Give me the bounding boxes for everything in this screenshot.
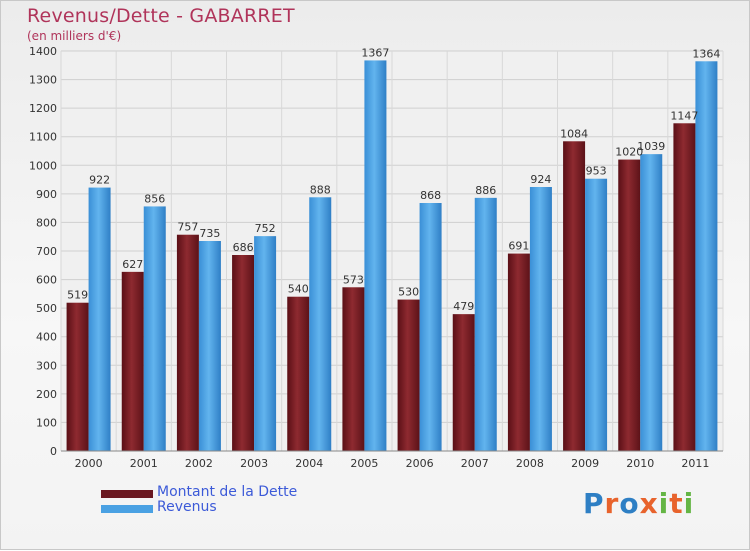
legend-label-debt: Montant de la Dette	[157, 484, 298, 500]
debt-value-label: 691	[508, 240, 529, 253]
debt-value-label: 757	[177, 221, 198, 234]
x-tick-label: 2002	[185, 457, 213, 470]
x-tick-label: 2001	[130, 457, 158, 470]
debt-bar	[673, 123, 696, 452]
revenus-bar	[640, 154, 663, 451]
debt-bar	[121, 271, 144, 451]
debt-value-label: 479	[453, 300, 474, 313]
y-tick-label: 400	[36, 331, 57, 344]
debt-value-label: 519	[67, 289, 88, 302]
y-tick-label: 900	[36, 188, 57, 201]
y-tick-label: 0	[50, 445, 57, 458]
revenus-bar	[198, 241, 221, 451]
revenus-value-label: 868	[420, 189, 441, 202]
x-tick-label: 2007	[461, 457, 489, 470]
revenus-bar	[309, 197, 332, 451]
logo-letter: x	[639, 487, 659, 520]
revenus-value-label: 1367	[361, 46, 389, 59]
grid	[60, 50, 724, 452]
y-tick-label: 800	[36, 216, 57, 229]
y-tick-label: 700	[36, 245, 57, 258]
bars	[66, 60, 718, 452]
x-tick-label: 2011	[681, 457, 709, 470]
revenus-value-label: 922	[89, 174, 110, 187]
debt-bar	[397, 299, 420, 451]
revenus-value-label: 953	[586, 165, 607, 178]
debt-value-label: 573	[343, 273, 364, 286]
revenus-value-label: 752	[255, 222, 276, 235]
y-tick-label: 100	[36, 416, 57, 429]
debt-value-label: 1084	[560, 127, 588, 140]
debt-bar	[66, 302, 89, 451]
debt-value-label: 686	[233, 241, 254, 254]
y-tick-label: 1300	[29, 74, 57, 87]
y-tick-label: 600	[36, 274, 57, 287]
legend-swatch-revenus	[101, 505, 153, 513]
debt-value-label: 1020	[615, 146, 643, 159]
debt-bar	[176, 234, 199, 451]
revenus-bar	[419, 203, 442, 451]
logo-letter: i	[658, 487, 670, 520]
logo-letter: P	[583, 487, 605, 520]
x-tick-label: 2000	[75, 457, 103, 470]
y-tick-label: 1000	[29, 159, 57, 172]
debt-bar	[618, 159, 641, 452]
chart-title: Revenus/Dette - GABARRET	[27, 5, 295, 27]
x-tick-label: 2006	[406, 457, 434, 470]
y-tick-label: 1400	[29, 45, 57, 58]
revenus-value-label: 924	[530, 173, 551, 186]
debt-bar	[507, 253, 530, 451]
debt-bar	[452, 314, 475, 451]
revenus-bar	[695, 61, 718, 452]
debt-bar	[563, 141, 586, 452]
legend-swatch-debt	[101, 490, 153, 498]
debt-bar	[287, 296, 310, 451]
legend-label-revenus: Revenus	[157, 499, 217, 515]
debt-value-label: 540	[288, 283, 309, 296]
y-tick-label: 1100	[29, 131, 57, 144]
logo-letter: i	[683, 487, 695, 520]
debt-value-label: 530	[398, 286, 419, 299]
x-tick-label: 2008	[516, 457, 544, 470]
revenus-value-label: 856	[144, 192, 165, 205]
revenus-bar	[143, 206, 166, 451]
x-tick-label: 2005	[350, 457, 378, 470]
labels: 0 100 200 300 400 500 600 700 800 900 1000 1100 1200…	[29, 45, 723, 470]
x-tick-label: 2010	[626, 457, 654, 470]
x-tick-label: 2003	[240, 457, 268, 470]
logo-letter: r	[604, 487, 620, 520]
y-tick-label: 200	[36, 388, 57, 401]
revenus-value-label: 1364	[692, 47, 720, 60]
logo-letter: t	[669, 487, 684, 520]
chart-subtitle: (en milliers d'€)	[27, 29, 122, 43]
y-tick-label: 500	[36, 302, 57, 315]
y-tick-label: 300	[36, 359, 57, 372]
debt-value-label: 627	[122, 258, 143, 271]
revenus-bar	[474, 197, 497, 451]
revenus-value-label: 886	[475, 184, 496, 197]
revenus-value-label: 1039	[637, 140, 665, 153]
debt-bar	[342, 287, 365, 451]
revenus-bar	[254, 236, 277, 451]
x-tick-label: 2004	[295, 457, 323, 470]
y-tick-label: 1200	[29, 102, 57, 115]
revenus-bar	[585, 178, 608, 451]
revenus-bar	[88, 187, 111, 452]
debt-bar	[232, 255, 255, 451]
revenus-value-label: 888	[310, 183, 331, 196]
x-tick-label: 2009	[571, 457, 599, 470]
revenus-bar	[364, 60, 387, 452]
revenus-value-label: 735	[199, 227, 220, 240]
proxiti-logo: Proxiti	[583, 487, 694, 520]
revenus-bar	[529, 187, 552, 451]
debt-value-label: 1147	[670, 109, 698, 122]
logo-letter: o	[619, 487, 640, 520]
